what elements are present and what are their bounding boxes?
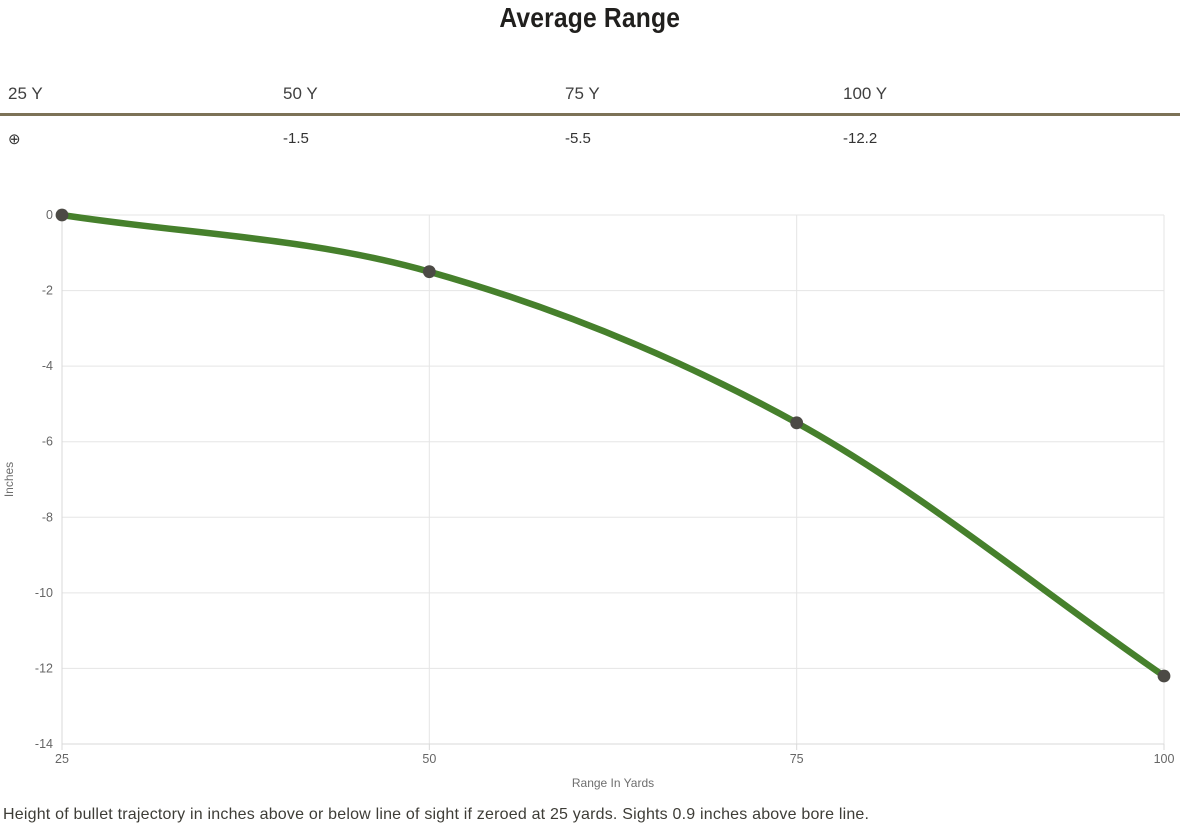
x-tick-label: 25 <box>55 752 69 766</box>
range-table: 25 Y 50 Y 75 Y 100 Y ⊕ -1.5 -5.5 -12.2 <box>0 76 1180 162</box>
zero-marker-icon: ⊕ <box>8 131 21 148</box>
data-point <box>790 416 804 430</box>
y-tick-label: -10 <box>35 586 53 600</box>
x-tick-label: 50 <box>422 752 436 766</box>
y-tick-label: -8 <box>42 510 53 524</box>
drop-value-100y: -12.2 <box>843 130 878 147</box>
y-tick-label: -14 <box>35 737 53 751</box>
drop-value-50y: -1.5 <box>283 130 309 147</box>
data-point <box>422 265 436 279</box>
y-tick-label: 0 <box>46 208 53 222</box>
x-tick-label: 100 <box>1154 752 1175 766</box>
range-header-50y: 50 Y <box>283 84 318 103</box>
y-tick-label: -2 <box>42 284 53 298</box>
y-tick-label: -6 <box>42 435 53 449</box>
y-axis-title: Inches <box>2 462 16 497</box>
x-tick-label: 75 <box>790 752 804 766</box>
range-header-75y: 75 Y <box>565 84 600 103</box>
data-point <box>1157 669 1171 683</box>
y-tick-label: -4 <box>42 359 53 373</box>
range-table-value-row: ⊕ -1.5 -5.5 -12.2 <box>0 116 1180 162</box>
trajectory-line <box>58 211 1168 680</box>
range-header-25y: 25 Y <box>8 84 43 103</box>
x-axis-title: Range In Yards <box>572 776 654 790</box>
range-table-header-row: 25 Y 50 Y 75 Y 100 Y <box>0 76 1180 116</box>
data-point <box>55 208 69 222</box>
drop-value-75y: -5.5 <box>565 130 591 147</box>
page-title: Average Range <box>499 2 681 33</box>
y-tick-label: -12 <box>35 661 53 675</box>
chart-caption: Height of bullet trajectory in inches ab… <box>3 806 870 823</box>
range-header-100y: 100 Y <box>843 84 888 103</box>
